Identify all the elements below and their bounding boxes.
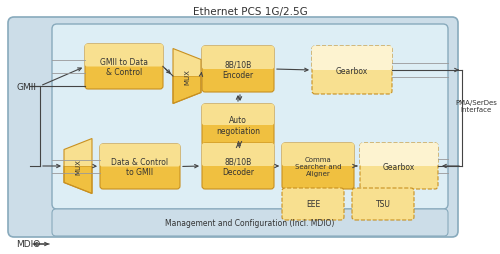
FancyBboxPatch shape [202,105,274,146]
FancyBboxPatch shape [312,47,392,71]
FancyBboxPatch shape [52,209,448,236]
FancyBboxPatch shape [202,144,274,189]
FancyBboxPatch shape [202,105,274,125]
Text: 8B/10B
Decoder: 8B/10B Decoder [222,157,254,176]
FancyBboxPatch shape [8,18,458,237]
Text: Comma
Searcher and
Aligner: Comma Searcher and Aligner [295,156,341,176]
Text: MDIO: MDIO [16,240,40,248]
Text: PMA/SerDes
Interface: PMA/SerDes Interface [455,100,497,113]
Text: Gearbox: Gearbox [383,162,415,171]
Text: TSU: TSU [376,200,390,209]
Text: Auto
negotiation: Auto negotiation [216,116,260,135]
Text: Ethernet PCS 1G/2.5G: Ethernet PCS 1G/2.5G [192,7,308,17]
FancyBboxPatch shape [282,188,344,220]
Text: 8B/10B
Encoder: 8B/10B Encoder [222,60,254,80]
Text: MUX: MUX [184,69,190,85]
Text: GMII to Data
& Control: GMII to Data & Control [100,58,148,77]
FancyBboxPatch shape [202,47,274,93]
FancyBboxPatch shape [85,45,163,67]
FancyBboxPatch shape [360,144,438,166]
Polygon shape [173,49,201,77]
Polygon shape [64,139,92,166]
Text: MUX: MUX [75,158,81,174]
Text: Management and Configuration (Incl. MDIO): Management and Configuration (Incl. MDIO… [166,219,334,228]
Text: GMII: GMII [16,82,36,91]
FancyBboxPatch shape [360,144,438,189]
FancyBboxPatch shape [282,144,354,189]
Text: Data & Control
to GMII: Data & Control to GMII [112,157,168,177]
Text: Gearbox: Gearbox [336,66,368,75]
FancyBboxPatch shape [85,45,163,90]
FancyBboxPatch shape [100,145,180,189]
FancyBboxPatch shape [52,25,448,209]
Polygon shape [173,77,201,104]
FancyBboxPatch shape [352,188,414,220]
Text: EEE: EEE [306,200,320,209]
FancyBboxPatch shape [312,47,392,95]
Polygon shape [64,166,92,194]
FancyBboxPatch shape [202,144,274,166]
FancyBboxPatch shape [282,144,354,166]
FancyBboxPatch shape [202,47,274,70]
FancyBboxPatch shape [100,145,180,167]
